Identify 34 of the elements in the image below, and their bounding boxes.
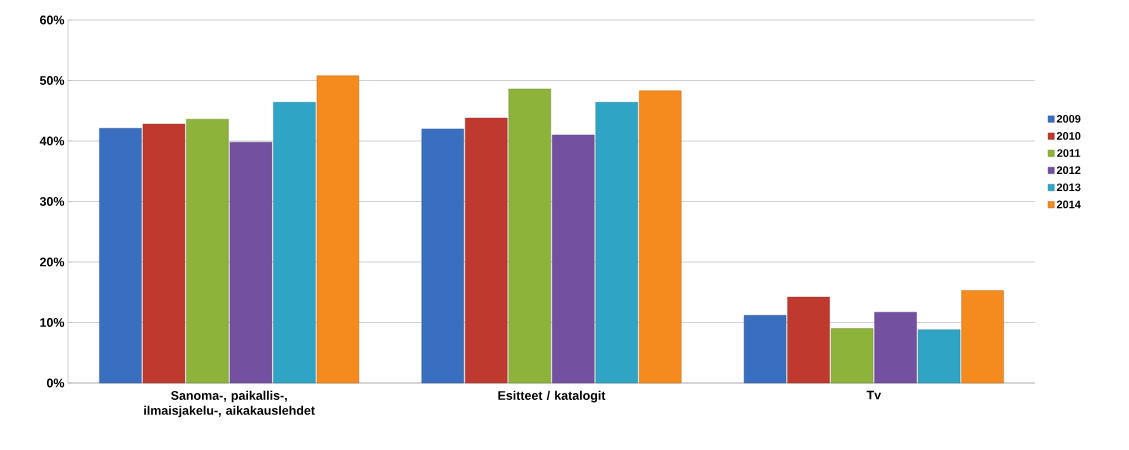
y-tick-label: 20%	[39, 257, 65, 267]
bar	[830, 328, 874, 384]
y-tick-label: 50%	[39, 76, 65, 85]
bar	[961, 290, 1004, 384]
bar	[743, 315, 787, 384]
y-tick-label: 0%	[46, 378, 65, 388]
y-tick-label: 40%	[39, 136, 65, 146]
y-tick-label: 60%	[40, 15, 65, 25]
bar	[639, 90, 682, 384]
bar	[917, 329, 961, 384]
bar	[508, 88, 551, 384]
bar	[421, 128, 464, 384]
legend-label: 2014	[1056, 200, 1081, 209]
legend-label: 2011	[1057, 149, 1081, 157]
y-tick-label: 10%	[40, 318, 65, 327]
x-tick-label: Esitteet / katalogit	[498, 390, 606, 403]
legend-label: 2010	[1056, 132, 1081, 140]
bar	[142, 123, 186, 384]
bar	[787, 296, 830, 384]
legend-label: 2012	[1056, 166, 1081, 175]
y-tick-label: 30%	[39, 197, 65, 206]
legend-label: 2009	[1056, 114, 1081, 123]
legend-label: 2013	[1056, 183, 1081, 192]
bar	[186, 119, 229, 384]
bar	[465, 117, 508, 384]
bar	[273, 102, 316, 384]
x-tick-label: Sanoma-, paikallis-, ilmaisjakelu-, aikakauslehdet	[144, 390, 315, 418]
bar	[552, 134, 595, 384]
x-tick-label: Tv	[866, 390, 882, 400]
bar	[595, 102, 638, 384]
bar	[99, 128, 142, 384]
bar	[229, 142, 273, 384]
bar	[874, 312, 917, 384]
bar	[316, 75, 360, 384]
